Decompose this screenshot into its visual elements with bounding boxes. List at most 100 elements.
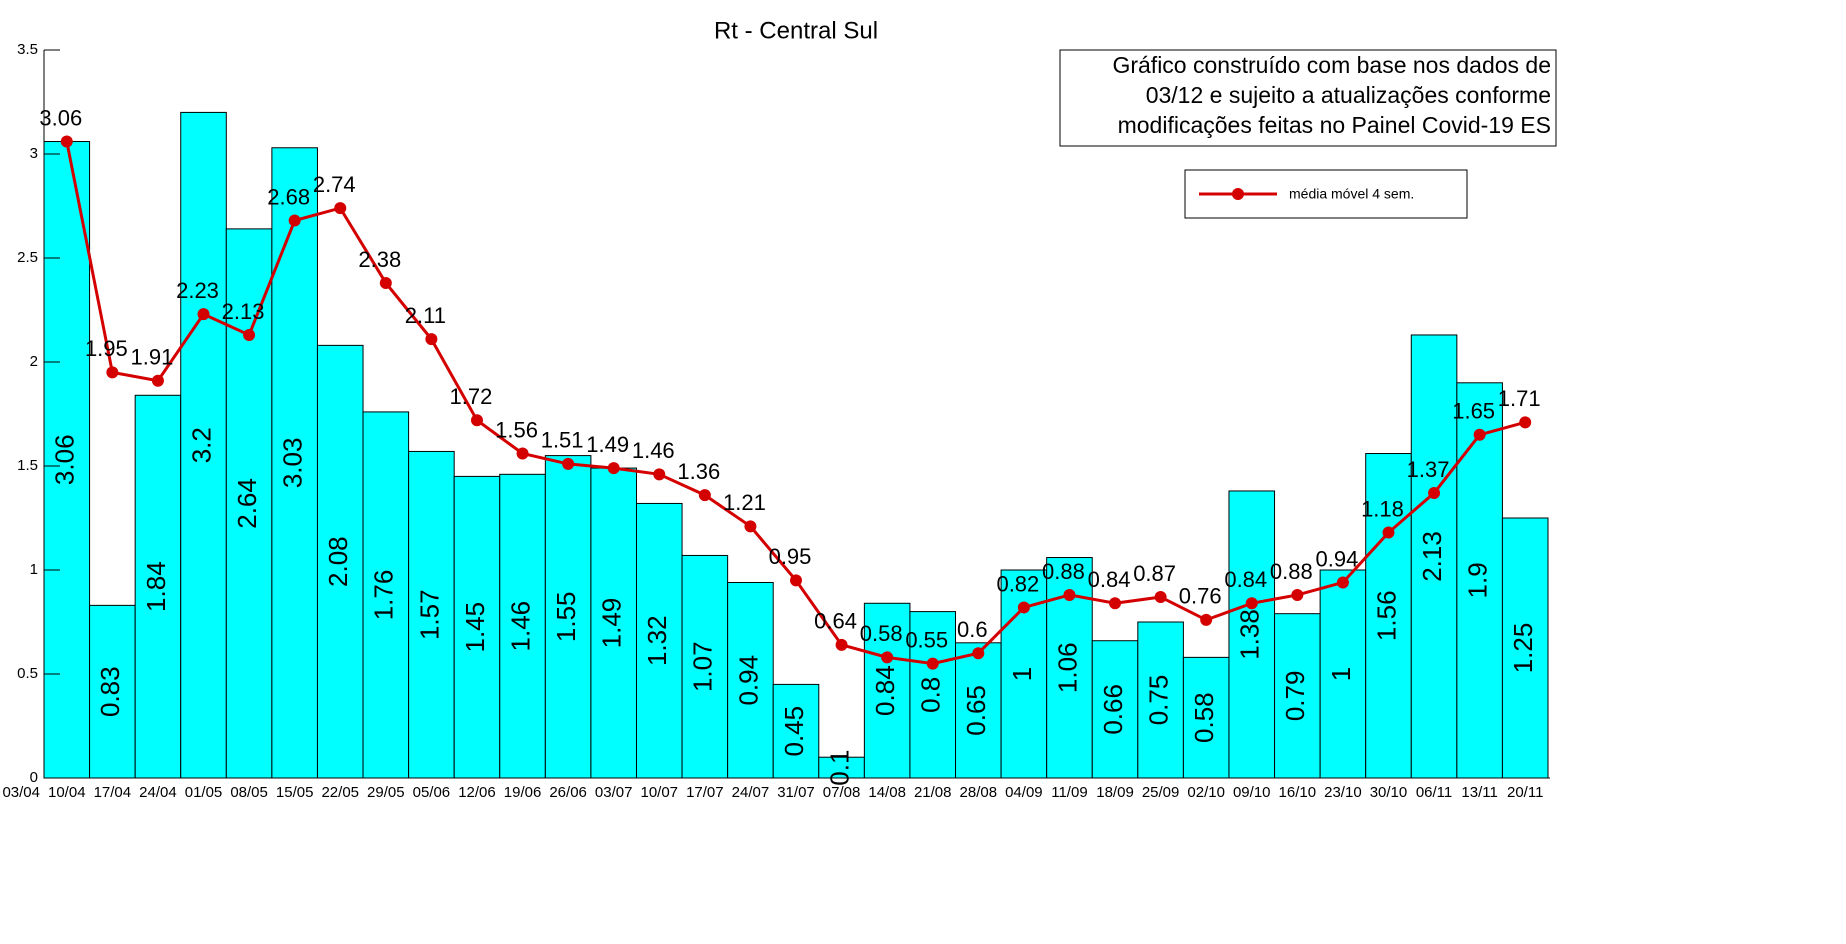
bar — [43, 141, 91, 779]
legend-label: média móvel 4 sem. — [1289, 186, 1414, 202]
bar-value-label: 1.57 — [414, 589, 444, 640]
chart-title: Rt - Central Sul — [714, 17, 878, 44]
bar-value-label: 1.46 — [505, 601, 535, 652]
line-marker — [1473, 428, 1486, 441]
bar-value-label: 1.32 — [642, 615, 672, 666]
x-tick-label: 05/06 — [413, 784, 451, 801]
annotation-text: 03/12 e sujeito a atualizações conforme — [1146, 82, 1551, 108]
line-value-label: 0.82 — [996, 571, 1039, 596]
line-marker — [1063, 588, 1076, 601]
bar-value-label: 3.06 — [50, 434, 80, 485]
line-marker — [1154, 591, 1167, 604]
bar-value-label: 1.06 — [1052, 642, 1082, 693]
y-tick-label: 2.5 — [17, 249, 38, 266]
line-value-label: 1.46 — [632, 438, 675, 463]
bar — [1091, 640, 1139, 779]
y-tick-label: 0 — [30, 769, 38, 786]
x-tick-label: 20/11 — [1507, 784, 1543, 801]
line-value-label: 0.95 — [769, 544, 812, 569]
x-tick-label: 22/05 — [321, 784, 359, 801]
bar — [909, 611, 957, 779]
bar — [955, 642, 1002, 779]
line-value-label: 1.65 — [1452, 399, 1495, 424]
x-tick-label: 25/09 — [1142, 784, 1180, 801]
line-marker — [243, 328, 256, 341]
x-tick-label: 02/10 — [1187, 784, 1225, 801]
x-tick-label: 01/05 — [185, 784, 223, 801]
line-value-label: 1.18 — [1361, 496, 1404, 521]
bar — [89, 604, 136, 779]
line-value-label: 1.21 — [723, 490, 766, 515]
line-value-label: 1.71 — [1498, 386, 1541, 411]
x-tick-label: 06/11 — [1416, 784, 1452, 801]
bar-value-label: 0.84 — [870, 665, 900, 716]
bar — [1137, 621, 1184, 779]
bar-value-label: 1 — [1326, 667, 1356, 681]
bar — [180, 111, 227, 779]
x-tick-label: 16/10 — [1279, 784, 1317, 801]
line-marker — [1109, 597, 1122, 610]
line-value-label: 1.36 — [677, 459, 720, 484]
line-marker — [106, 366, 119, 379]
bar — [362, 411, 410, 779]
x-tick-label: 17/07 — [686, 784, 724, 801]
bar-value-label: 3.03 — [278, 438, 308, 489]
line-marker — [516, 447, 529, 460]
line-value-label: 1.37 — [1407, 457, 1450, 482]
line-marker — [60, 135, 73, 148]
bar-value-label: 3.2 — [186, 427, 216, 463]
line-value-label: 0.88 — [1270, 559, 1313, 584]
x-tick-label: 03/04 — [2, 784, 40, 801]
x-tick-label: 28/08 — [960, 784, 998, 801]
bar — [1182, 656, 1230, 779]
bar-value-label: 2.08 — [323, 536, 353, 587]
bar-value-label: 0.66 — [1098, 684, 1128, 735]
bar-value-label: 0.65 — [961, 685, 991, 736]
line-value-label: 2.68 — [267, 184, 310, 209]
line-value-label: 2.13 — [222, 299, 265, 324]
line-value-label: 0.76 — [1179, 584, 1222, 609]
line-value-label: 1.95 — [85, 336, 128, 361]
line-value-label: 0.6 — [957, 617, 988, 642]
line-value-label: 0.88 — [1042, 559, 1085, 584]
bar-value-label: 2.64 — [232, 478, 262, 529]
line-marker — [790, 574, 802, 587]
line-value-label: 2.23 — [176, 278, 219, 303]
bar — [1501, 517, 1549, 779]
line-marker — [1428, 487, 1441, 500]
y-tick-label: 3 — [30, 145, 38, 162]
bar — [590, 467, 637, 779]
line-value-label: 0.94 — [1315, 546, 1358, 571]
line-value-label: 0.64 — [814, 609, 857, 634]
bar — [544, 455, 592, 779]
line-marker — [653, 468, 666, 481]
x-tick-label: 12/06 — [458, 784, 496, 801]
bar — [635, 502, 683, 779]
line-value-label: 0.58 — [860, 621, 903, 646]
x-tick-label: 19/06 — [504, 784, 542, 801]
bar-value-label: 1.45 — [460, 602, 490, 653]
line-marker — [1382, 526, 1395, 539]
y-tick-label: 2 — [30, 353, 38, 370]
line-marker — [1291, 588, 1304, 601]
line-marker — [197, 308, 210, 321]
bar-value-label: 1.49 — [597, 598, 627, 649]
bar — [727, 581, 774, 779]
x-tick-label: 18/09 — [1096, 784, 1134, 801]
line-value-label: 0.84 — [1224, 567, 1267, 592]
line-marker — [470, 414, 483, 427]
x-tick-label: 24/07 — [732, 784, 770, 801]
line-marker — [288, 214, 301, 227]
x-tick-label: 17/04 — [94, 784, 132, 801]
bar — [271, 147, 318, 779]
bar-value-label: 1.56 — [1371, 590, 1401, 641]
bar-value-label: 1.9 — [1463, 562, 1493, 598]
legend-marker — [1232, 188, 1244, 200]
x-tick-label: 08/05 — [230, 784, 268, 801]
x-tick-label: 23/10 — [1324, 784, 1362, 801]
bar — [225, 228, 273, 779]
line-value-label: 2.11 — [405, 303, 446, 328]
line-marker — [698, 489, 711, 502]
line-marker — [881, 651, 894, 664]
line-marker — [607, 462, 620, 475]
